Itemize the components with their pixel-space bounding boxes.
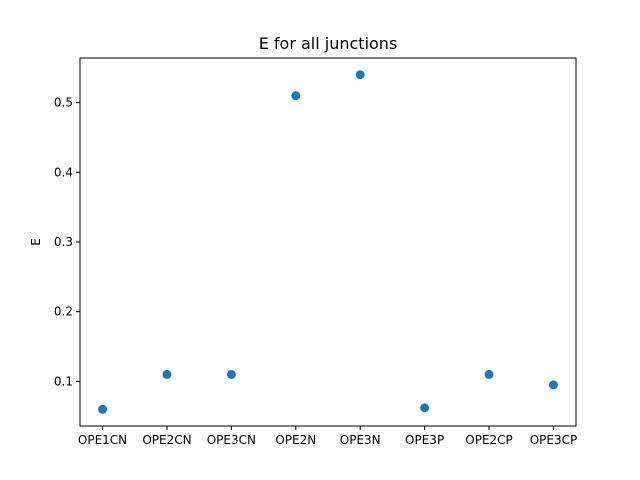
data-point [291,91,301,101]
data-point [484,369,494,379]
x-tick-label: OPE3CN [207,433,256,447]
y-tick-label: 0.2 [54,305,73,319]
y-tick-label: 0.1 [54,374,73,388]
x-tick-label: OPE2CN [142,433,191,447]
y-axis-label: E [29,238,43,246]
x-tick-label: OPE1CN [78,433,127,447]
y-tick-label: 0.3 [54,235,73,249]
chart-title: E for all junctions [259,34,398,53]
data-point [420,403,430,413]
y-tick-label: 0.5 [54,96,73,110]
plot-area: OPE1CN OPE2CN OPE3CN OPE2N OPE3N OPE3P OPE2CP O… [54,70,577,447]
data-point [355,70,365,80]
y-tick-label: 0.4 [54,165,73,179]
x-tick-label: OPE2CP [465,433,513,447]
x-tick-label: OPE3P [405,433,444,447]
data-point [548,380,558,390]
data-point [98,404,108,414]
data-point [162,369,172,379]
x-tick-label: OPE3N [340,433,381,447]
plot-frame [79,57,577,427]
x-tick-label: OPE2N [275,433,316,447]
x-tick-label: OPE3CP [530,433,578,447]
data-point [226,369,236,379]
